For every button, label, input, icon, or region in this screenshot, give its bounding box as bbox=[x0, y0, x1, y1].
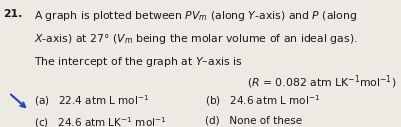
Text: ($R$ = 0.082 atm LK$^{-1}$mol$^{-1}$): ($R$ = 0.082 atm LK$^{-1}$mol$^{-1}$) bbox=[246, 74, 395, 91]
Text: $X$-axis) at 27° ($V_m$ being the molar volume of an ideal gas).: $X$-axis) at 27° ($V_m$ being the molar … bbox=[34, 32, 357, 46]
Text: (c)   24.6 atm LK$^{-1}$ mol$^{-1}$: (c) 24.6 atm LK$^{-1}$ mol$^{-1}$ bbox=[34, 116, 166, 127]
Text: (a)   22.4 atm L mol$^{-1}$: (a) 22.4 atm L mol$^{-1}$ bbox=[34, 93, 149, 108]
Text: (b)   24.6 atm L mol$^{-1}$: (b) 24.6 atm L mol$^{-1}$ bbox=[205, 93, 320, 108]
Text: The intercept of the graph at $Y$–axis is: The intercept of the graph at $Y$–axis i… bbox=[34, 55, 242, 69]
Text: (d)   None of these: (d) None of these bbox=[205, 116, 302, 126]
Text: 21.: 21. bbox=[3, 9, 22, 19]
Text: A graph is plotted between $PV_m$ (along $Y$-axis) and $P$ (along: A graph is plotted between $PV_m$ (along… bbox=[34, 9, 357, 23]
